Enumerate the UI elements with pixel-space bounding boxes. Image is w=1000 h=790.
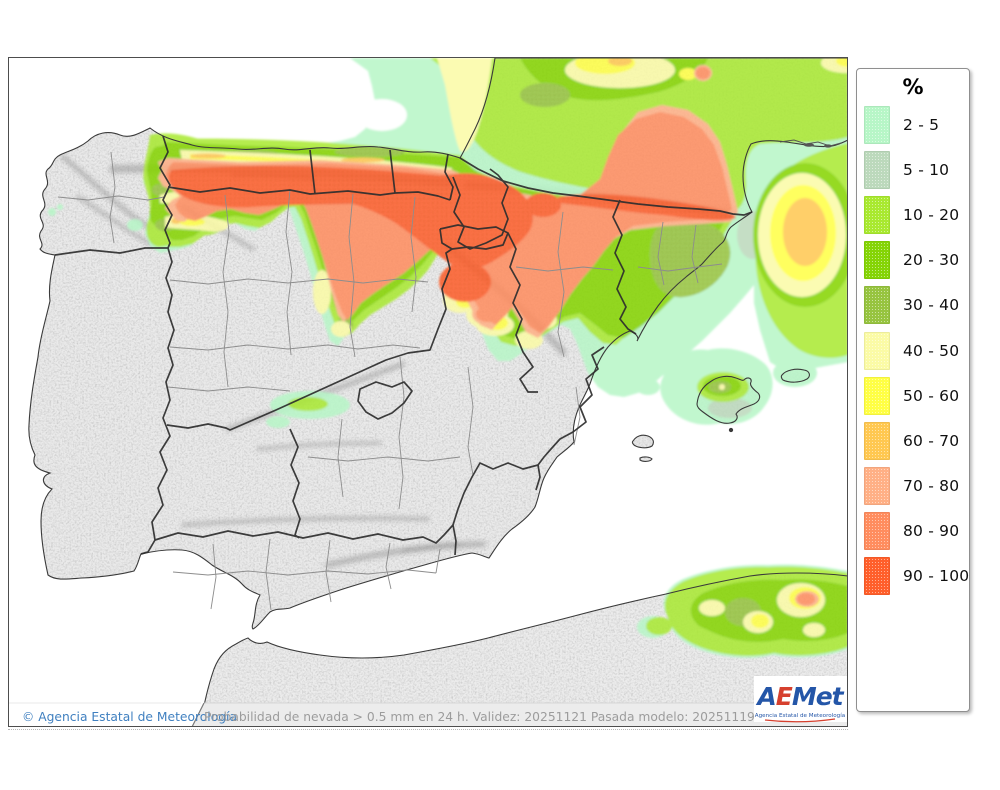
legend-color-swatch (864, 512, 890, 551)
legend-row: 70 - 80 (857, 464, 969, 509)
map-svg: © Agencia Estatal de Meteorología Probab… (8, 52, 871, 728)
legend-row: 2 - 5 (857, 102, 969, 147)
legend-title: % (902, 75, 924, 99)
lagoons (779, 139, 842, 148)
footer-caption-strip (192, 703, 848, 727)
legend-color-swatch (864, 421, 890, 460)
legend-color-swatch (864, 557, 890, 596)
legend-color-swatch (864, 286, 890, 325)
legend-row: 5 - 10 (857, 147, 969, 192)
legend-row: 20 - 30 (857, 238, 969, 283)
legend-range-label: 20 - 30 (903, 251, 960, 270)
aemet-logo-subtitle: Agencia Estatal de Meteorología (755, 712, 845, 719)
legend-range-label: 70 - 80 (903, 477, 960, 496)
map-canvas: © Agencia Estatal de Meteorología Probab… (8, 52, 871, 728)
legend-color-swatch (864, 467, 890, 506)
legend-color-swatch (864, 195, 890, 234)
legend-row: 50 - 60 (857, 373, 969, 418)
legend-color-swatch (864, 331, 890, 370)
legend-row: 10 - 20 (857, 192, 969, 237)
legend-range-label: 2 - 5 (903, 115, 940, 134)
legend-color-swatch (864, 150, 890, 189)
map-frame (8, 57, 848, 727)
legend-row: 30 - 40 (857, 283, 969, 328)
legend-row: 60 - 70 (857, 418, 969, 463)
footer-divider (191, 702, 205, 728)
coastlines (28, 57, 849, 728)
legend-color-swatch (864, 376, 890, 415)
legend-range-label: 60 - 70 (903, 431, 960, 450)
legend-range-label: 10 - 20 (903, 205, 960, 224)
footer-bar: © Agencia Estatal de Meteorología Probab… (8, 676, 848, 728)
legend-range-label: 40 - 50 (903, 341, 960, 360)
aemet-logo: AEMet Agencia Estatal de Meteorología (754, 676, 847, 723)
aemet-logo-box (754, 676, 847, 722)
legend-row: 40 - 50 (857, 328, 969, 373)
footer-caption: Probabilidad de nevada > 0.5 mm en 24 h.… (204, 710, 771, 724)
legend-range-label: 90 - 100 (903, 567, 970, 586)
footer-copyright: © Agencia Estatal de Meteorología (22, 710, 237, 724)
legend-row: 90 - 100 (857, 554, 969, 599)
legend-rows: 2 - 5 5 - 10 10 - 20 20 - 30 30 - 40 40 - 50 5… (857, 102, 969, 599)
legend-range-label: 5 - 10 (903, 160, 950, 179)
legend-range-label: 80 - 90 (903, 522, 960, 541)
legend-color-swatch (864, 241, 890, 280)
region-borders (54, 135, 753, 556)
legend-color-swatch (864, 105, 890, 144)
legend-range-label: 30 - 40 (903, 296, 960, 315)
map-bottom-dotted-line (8, 729, 848, 730)
province-borders (57, 151, 723, 611)
legend-row: 80 - 90 (857, 509, 969, 554)
aemet-logo-text: AEMet (755, 682, 844, 711)
legend-range-label: 50 - 60 (903, 386, 960, 405)
legend-panel: % 2 - 5 5 - 10 10 - 20 20 - 30 30 - 40 40 - 5… (856, 68, 970, 712)
aemet-logo-underline (764, 718, 836, 723)
